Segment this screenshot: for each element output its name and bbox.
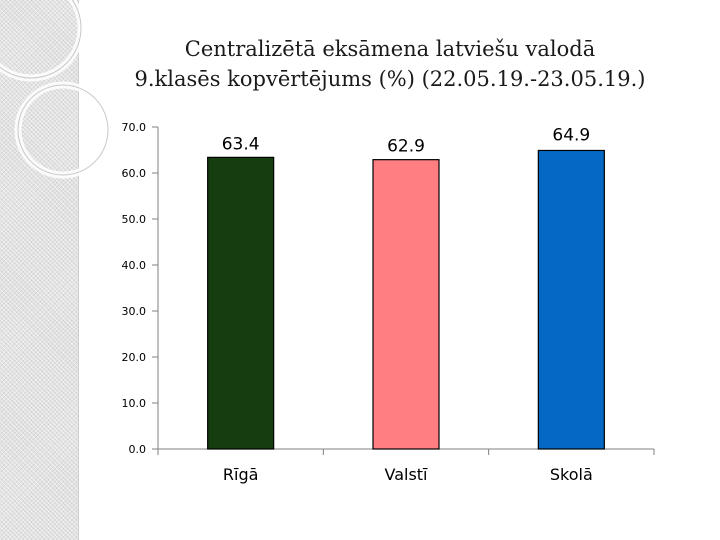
bar-3 xyxy=(537,149,605,450)
data-label: 62.9 xyxy=(387,137,425,157)
y-tick-label: 0.0 xyxy=(129,443,147,456)
chart-title-line-1: Centralizētā eksāmena latviešu valodā xyxy=(184,37,596,61)
y-tick-label: 30.0 xyxy=(122,305,147,318)
chart-title-line-2: 9.klasēs kopvērtējums (%) (22.05.19.-23.… xyxy=(134,67,646,91)
y-tick-label: 50.0 xyxy=(122,213,147,226)
data-label: 64.9 xyxy=(552,125,590,145)
chart-title: Centralizētā eksāmena latviešu valodā 9.… xyxy=(90,34,690,94)
data-label: 63.4 xyxy=(222,134,260,154)
bar-1 xyxy=(207,156,275,450)
x-tick-label: Rīgā xyxy=(223,465,259,484)
bar-2 xyxy=(372,159,440,450)
x-tick-label: Skolā xyxy=(550,465,593,484)
y-tick-label: 60.0 xyxy=(122,167,147,180)
y-tick-label: 20.0 xyxy=(122,351,147,364)
y-tick-label: 10.0 xyxy=(122,397,147,410)
y-tick-label: 70.0 xyxy=(122,121,147,134)
y-tick-label: 40.0 xyxy=(122,259,147,272)
x-tick-label: Valstī xyxy=(384,465,428,484)
